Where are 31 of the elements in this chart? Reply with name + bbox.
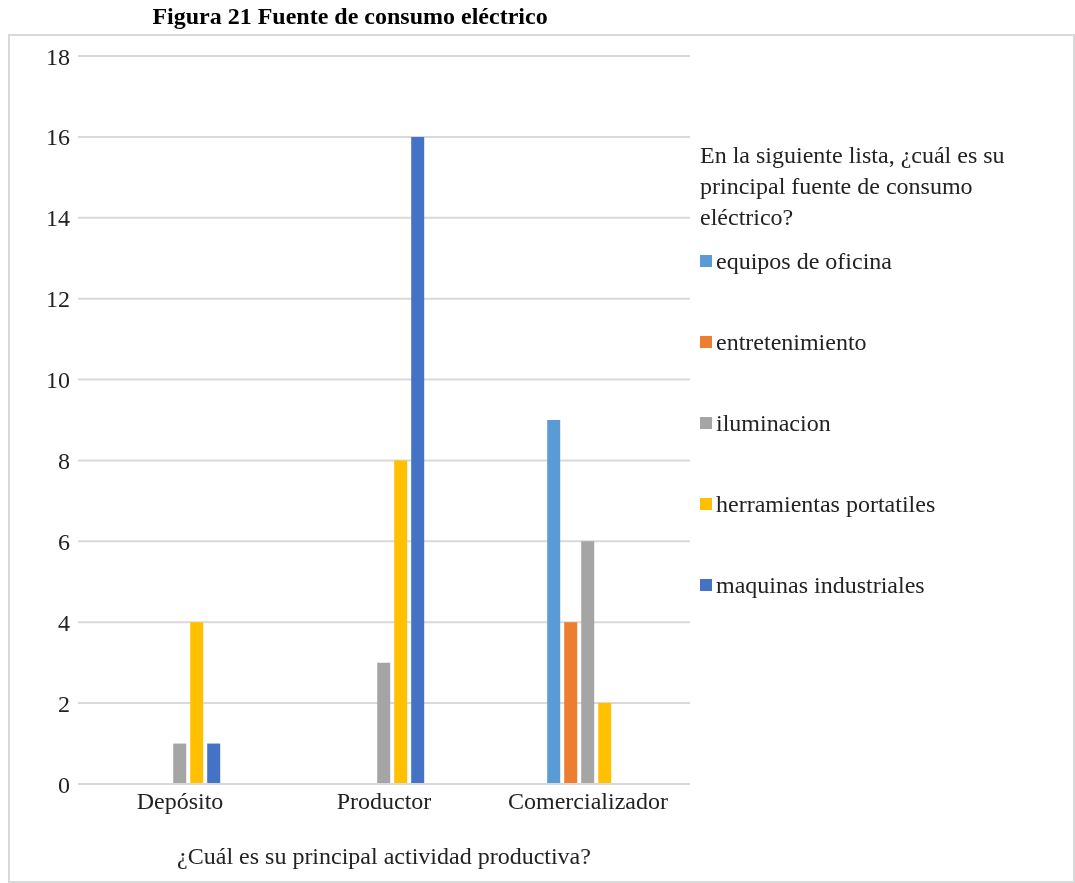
x-axis-title: ¿Cuál es su principal actividad productiva? <box>177 843 591 869</box>
x-tick-label: Comercializador <box>508 788 668 815</box>
legend-label: iluminacion <box>716 409 831 437</box>
bar <box>190 622 204 784</box>
bar <box>547 420 561 784</box>
y-tick-label: 4 <box>58 609 70 636</box>
legend-title: En la siguiente lista, ¿cuál es su principal fuente de consumo eléctrico? <box>700 141 1006 232</box>
y-tick-label: 18 <box>46 43 70 70</box>
legend-label: herramientas portatiles <box>716 490 936 518</box>
y-tick-label: 14 <box>46 205 70 232</box>
bar <box>207 743 221 784</box>
x-tick-label: Depósito <box>136 788 224 815</box>
legend-label: equipos de oficina <box>716 247 892 275</box>
bar <box>411 136 425 784</box>
y-tick-label: 10 <box>46 367 70 394</box>
x-tick-label: Productor <box>336 788 432 815</box>
legend-label: entretenimiento <box>716 328 867 356</box>
bar <box>598 703 612 784</box>
bar <box>173 743 187 784</box>
bar <box>394 460 408 784</box>
bar <box>581 541 595 784</box>
legend-label: maquinas industriales <box>716 571 925 599</box>
y-tick-label: 0 <box>58 771 70 798</box>
chart-title: Figura 21 Fuente de consumo eléctrico <box>151 2 549 30</box>
bar <box>564 622 578 784</box>
y-tick-label: 2 <box>58 690 70 717</box>
bar <box>377 662 391 784</box>
y-tick-label: 8 <box>58 447 70 474</box>
y-tick-label: 16 <box>46 124 70 151</box>
y-tick-label: 12 <box>46 286 70 313</box>
y-tick-label: 6 <box>58 528 70 555</box>
